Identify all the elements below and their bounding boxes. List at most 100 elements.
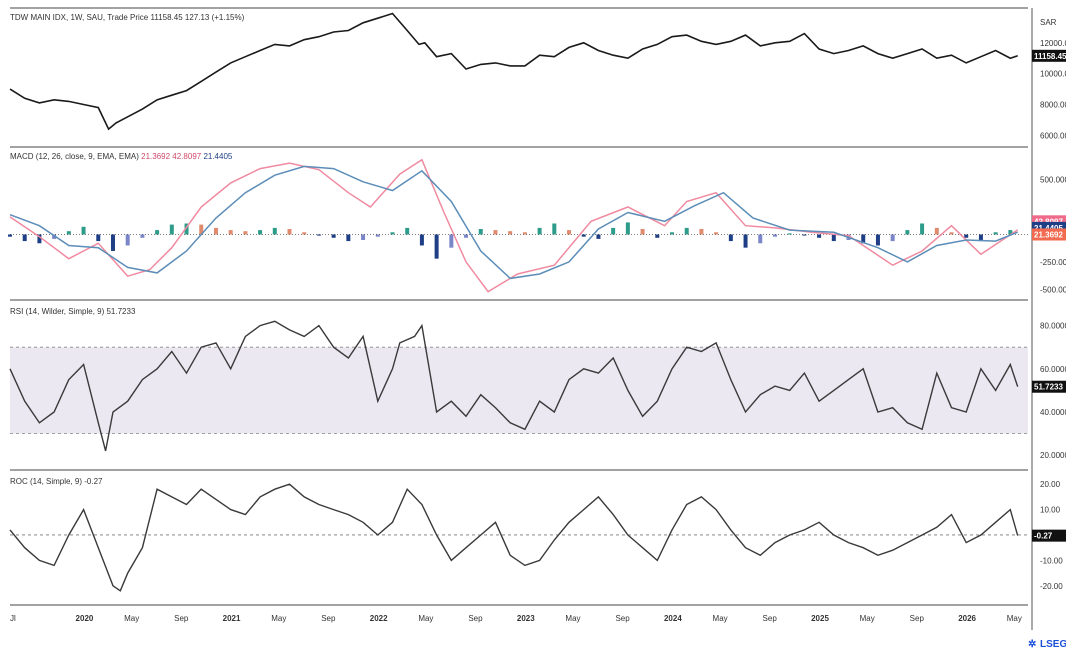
macd-ytick-label: -500.0000 (1040, 285, 1066, 294)
macd-histogram-bar (758, 234, 763, 244)
rsi-value-tag: 51.7233 (1034, 383, 1063, 392)
x-tick-label: Sep (321, 614, 336, 623)
macd-histogram-bar (964, 234, 969, 238)
x-tick-label: 2025 (811, 614, 829, 623)
macd-histogram-bar (390, 232, 395, 235)
macd-histogram-bar (346, 234, 351, 242)
macd-histogram-bar (699, 228, 704, 235)
macd-histogram-bar (508, 231, 513, 235)
price-last-tag: 11158.45 (1034, 52, 1066, 61)
roc-ytick-label: -20.00 (1040, 582, 1063, 591)
x-tick-label: Jl (10, 614, 16, 623)
macd-ytick-label: 500.0000 (1040, 176, 1066, 185)
macd-histogram-bar (743, 234, 748, 248)
rsi-ytick-label: 20.0000 (1040, 451, 1066, 460)
roc-ytick-label: -10.00 (1040, 556, 1063, 565)
macd-histogram-bar (684, 227, 689, 235)
macd-histogram-bar (8, 234, 12, 237)
macd-histogram-bar (905, 230, 910, 235)
x-tick-label: 2022 (370, 614, 388, 623)
macd-histogram-bar (272, 227, 277, 235)
macd-histogram-bar (155, 230, 160, 235)
x-tick-label: 2023 (517, 614, 535, 623)
macd-histogram-bar (493, 230, 498, 235)
price-ytick-label: 8000.00 (1040, 100, 1066, 109)
macd-histogram-bar (581, 234, 586, 237)
macd-histogram-bar (464, 234, 469, 238)
roc-pane-title: ROC (14, Simple, 9) -0.27 (10, 477, 103, 486)
macd-histogram-bar (199, 224, 204, 235)
x-tick-label: May (271, 614, 286, 623)
price-ytick-label: 12000.00 (1040, 39, 1066, 48)
macd-histogram-bar (567, 230, 572, 235)
macd-histogram-bar (331, 234, 336, 238)
macd-histogram-bar (875, 234, 880, 246)
macd-title-value: 42.8097 (172, 152, 203, 161)
rsi-ytick-label: 80.0000 (1040, 322, 1066, 331)
macd-histogram-bar (934, 227, 939, 235)
macd-histogram-bar (125, 234, 130, 246)
rsi-pane-title: RSI (14, Wilder, Simple, 9) 51.7233 (10, 307, 136, 316)
macd-histogram-bar (243, 231, 248, 235)
macd-histogram-bar (552, 223, 557, 235)
currency-label: SAR (1040, 18, 1057, 27)
x-tick-label: Sep (174, 614, 189, 623)
macd-histogram-bar (419, 234, 424, 246)
x-tick-label: Sep (468, 614, 483, 623)
macd-histogram-bar (920, 223, 925, 235)
histogram-value-tag: 21.3692 (1034, 230, 1063, 239)
macd-histogram-bar (890, 234, 895, 242)
macd-histogram-bar (655, 234, 660, 238)
price-pane-title: TDW MAIN IDX, 1W, SAU, Trade Price 11158… (10, 13, 245, 22)
macd-histogram-bar (611, 227, 616, 235)
roc-series-line (9, 483, 1019, 592)
macd-histogram-bar (213, 227, 218, 235)
x-tick-label: Sep (910, 614, 925, 623)
price-title-change: 127.13 (+1.15%) (185, 13, 245, 22)
x-tick-label: 2020 (76, 614, 94, 623)
macd-histogram-bar (817, 234, 822, 238)
lseg-logo-mark: ✲ (1028, 639, 1036, 649)
macd-histogram-bar (434, 234, 439, 259)
macd-histogram-bar (831, 234, 836, 242)
macd-histogram-bar (140, 234, 145, 238)
price-ytick-label: 6000.00 (1040, 131, 1066, 140)
macd-histogram-bar (22, 234, 27, 242)
signal-value-tag: 21.4405 (1034, 224, 1063, 233)
price-title-last: 11158.45 (150, 13, 183, 22)
macd-histogram-bar (228, 230, 233, 235)
rsi-value-tag-bg (1032, 380, 1066, 393)
x-tick-label: May (860, 614, 875, 623)
roc-value-tag: -0.27 (1034, 532, 1053, 541)
macd-title-value: 21.4405 (203, 152, 232, 161)
x-tick-label: Sep (763, 614, 778, 623)
macd-title-value: 21.3692 (141, 152, 172, 161)
macd-histogram-bar (1008, 230, 1013, 235)
macd-histogram-bar (110, 234, 115, 251)
macd-histogram-bar (802, 234, 807, 236)
price-title-text: TDW MAIN IDX, 1W, SAU, Trade Price (10, 13, 149, 22)
lseg-logo-text: LSEG (1040, 639, 1066, 649)
macd-histogram-bar (405, 227, 410, 235)
x-tick-label: Sep (615, 614, 630, 623)
macd-histogram-bar (375, 234, 380, 237)
lseg-logo: ✲ LSEG (1028, 639, 1066, 650)
rsi-ytick-label: 40.0000 (1040, 408, 1066, 417)
macd-histogram-bar (978, 234, 983, 242)
x-tick-label: 2024 (664, 614, 682, 623)
macd-pane-title: MACD (12, 26, close, 9, EMA, EMA) 21.369… (10, 152, 233, 161)
macd-histogram-bar (787, 233, 792, 235)
price-last-tag-bg (1032, 49, 1066, 62)
macd-value-tag: 42.8097 (1034, 217, 1063, 226)
macd-histogram-bar (66, 231, 71, 235)
macd-histogram-bar (625, 222, 630, 235)
roc-ytick-label: 10.00 (1040, 506, 1061, 515)
macd-histogram-bar (302, 232, 307, 235)
macd-histogram-bar (669, 232, 674, 235)
macd-histogram-bar (287, 228, 292, 235)
macd-histogram-bar (596, 234, 601, 239)
macd-histogram-bar (640, 228, 645, 235)
